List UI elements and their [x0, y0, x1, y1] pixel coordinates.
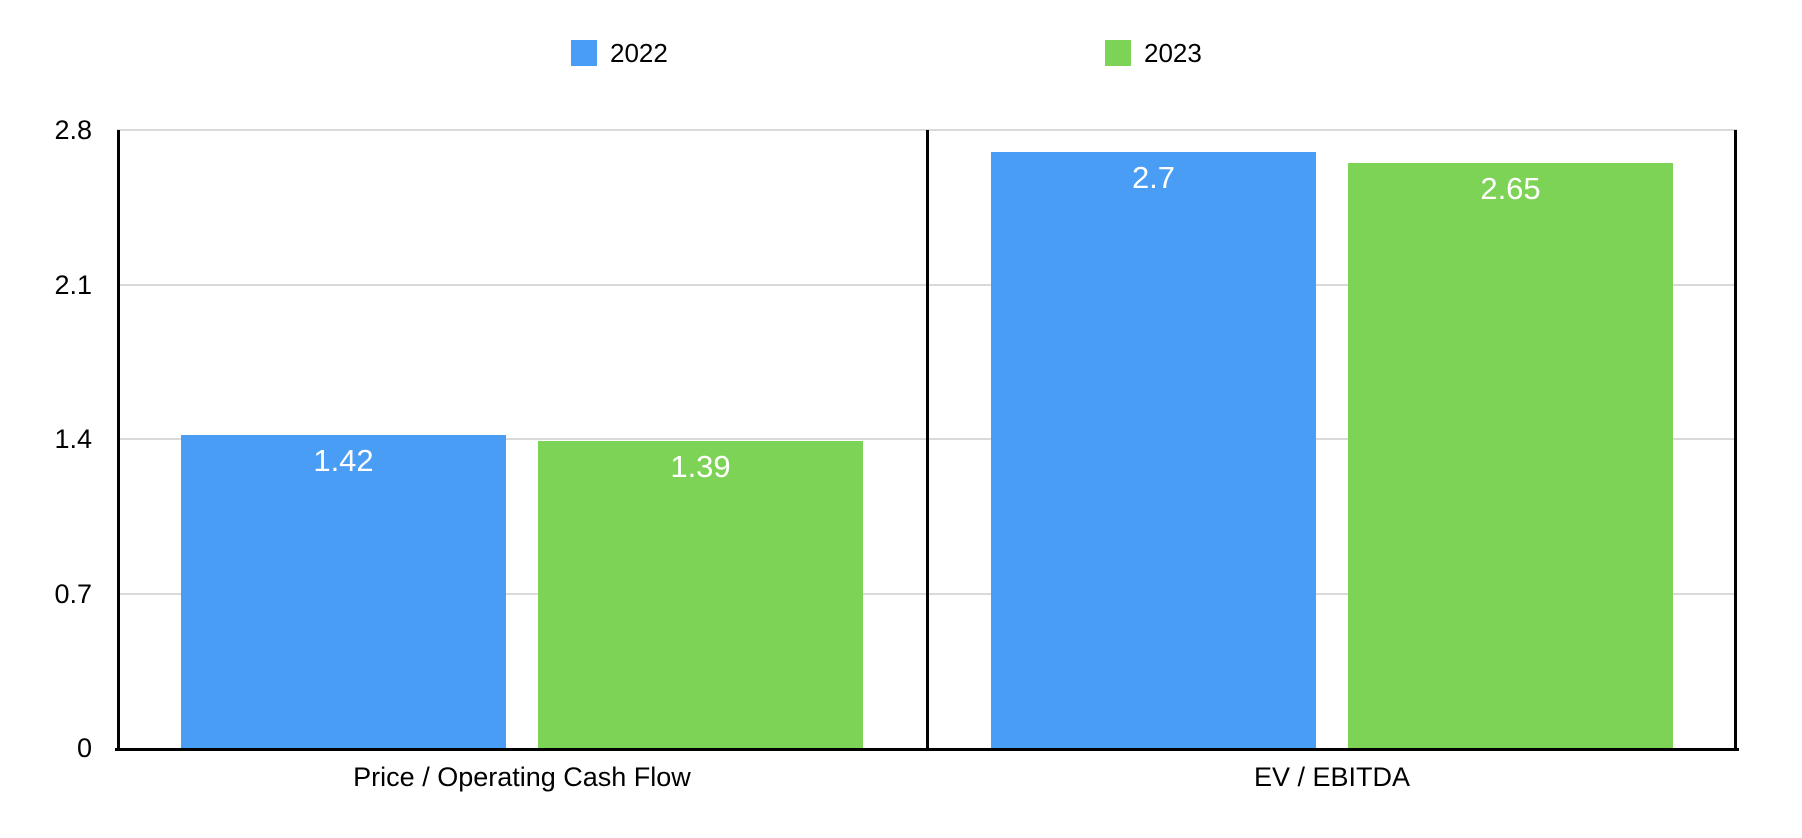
bar-2022-price-ocf[interactable]: 1.42 [181, 434, 506, 748]
plot-area: 1.42 1.39 2.7 2.65 [115, 129, 1739, 751]
legend-swatch-2022 [571, 40, 597, 66]
panel-divider-line [925, 130, 929, 748]
x-axis-line [115, 748, 1739, 751]
y-tick-label-2.1: 2.1 [54, 269, 92, 300]
y-tick-label-0: 0 [76, 733, 92, 763]
legend-item-2022[interactable]: 2022 [571, 39, 668, 67]
bar-value-label: 2.65 [1480, 171, 1541, 207]
y-tick-label-2.8: 2.8 [54, 115, 92, 145]
bar-value-label: 1.39 [670, 449, 731, 485]
y-tick-label-1.4: 1.4 [54, 424, 92, 454]
y-axis-line [117, 130, 120, 748]
bar-2022-ev-ebitda[interactable]: 2.7 [991, 152, 1316, 748]
plot-right-border-line [1734, 130, 1737, 748]
bar-2023-price-ocf[interactable]: 1.39 [538, 441, 863, 748]
y-tick-label-0.7: 0.7 [54, 578, 92, 609]
bar-2023-ev-ebitda[interactable]: 2.65 [1348, 163, 1673, 748]
legend-label: 2022 [610, 38, 668, 68]
legend-item-2023[interactable]: 2023 [1105, 39, 1202, 67]
category-label-price-ocf: Price / Operating Cash Flow [353, 762, 691, 792]
legend-swatch-2023 [1105, 40, 1131, 66]
legend-label: 2023 [1144, 38, 1202, 68]
bar-value-label: 1.42 [313, 442, 374, 478]
category-label-ev-ebitda: EV / EBITDA [1253, 762, 1411, 792]
bar-value-label: 2.7 [1131, 160, 1176, 196]
